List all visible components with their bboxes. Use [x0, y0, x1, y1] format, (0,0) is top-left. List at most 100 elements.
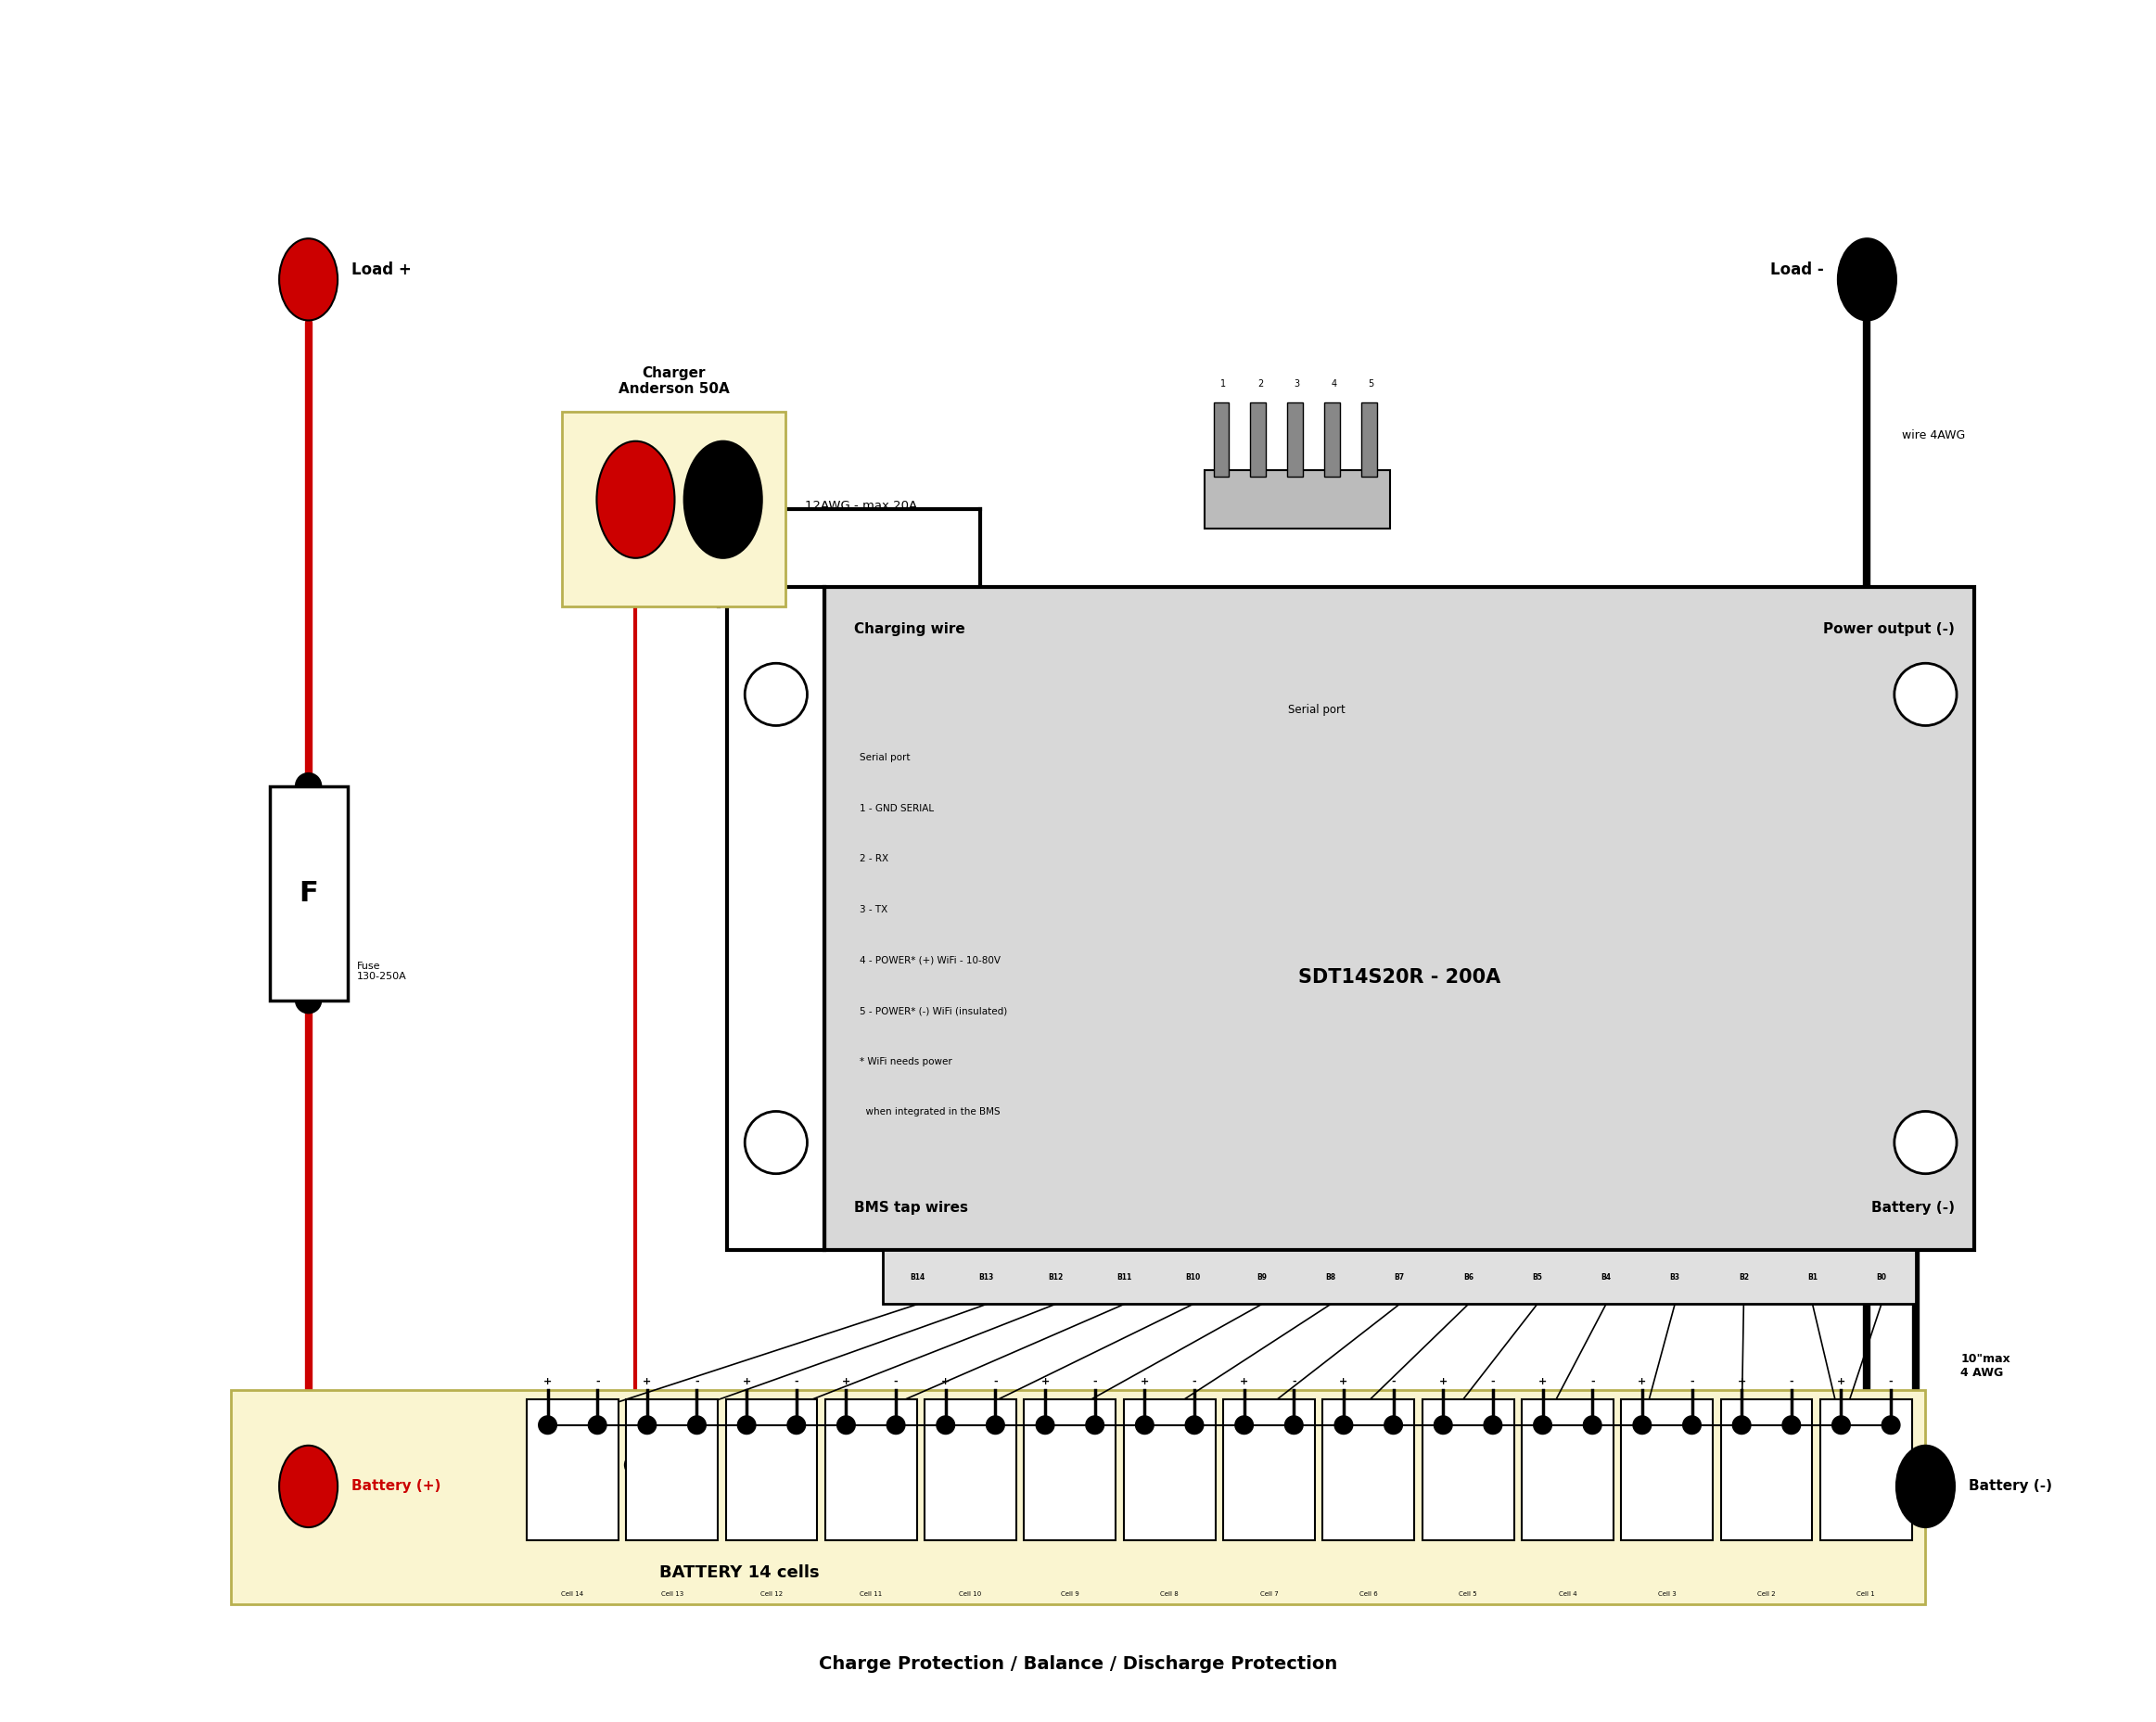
Text: Cell 5: Cell 5: [1460, 1591, 1477, 1596]
Text: Cell 8: Cell 8: [1160, 1591, 1179, 1596]
Text: BATTERY 14 cells: BATTERY 14 cells: [660, 1564, 819, 1581]
Circle shape: [737, 1415, 757, 1434]
FancyBboxPatch shape: [1820, 1400, 1912, 1539]
Circle shape: [985, 1415, 1005, 1434]
FancyBboxPatch shape: [826, 1400, 916, 1539]
Text: Cell 1: Cell 1: [1856, 1591, 1876, 1596]
Circle shape: [1184, 1415, 1203, 1434]
Circle shape: [1285, 1415, 1304, 1434]
Text: 5: 5: [1369, 379, 1373, 389]
Text: Serial port: Serial port: [860, 753, 910, 763]
Text: B14: B14: [910, 1273, 925, 1281]
FancyBboxPatch shape: [563, 412, 785, 606]
Text: B6: B6: [1464, 1273, 1473, 1281]
Circle shape: [688, 1415, 707, 1434]
Text: Cell 13: Cell 13: [660, 1591, 683, 1596]
Text: -: -: [1291, 1378, 1296, 1386]
Text: wire 4AWG: wire 4AWG: [1902, 429, 1966, 441]
FancyBboxPatch shape: [231, 1390, 1925, 1605]
Text: Cell 11: Cell 11: [860, 1591, 882, 1596]
Text: 3 - TX: 3 - TX: [860, 904, 888, 914]
Ellipse shape: [683, 441, 761, 558]
Text: Cell 4: Cell 4: [1559, 1591, 1576, 1596]
Text: Cell 2: Cell 2: [1757, 1591, 1777, 1596]
FancyBboxPatch shape: [884, 1250, 1917, 1304]
Text: Load +: Load +: [351, 262, 412, 277]
Text: 4 - POWER* (+) WiFi - 10-80V: 4 - POWER* (+) WiFi - 10-80V: [860, 956, 1000, 964]
Ellipse shape: [1897, 1445, 1955, 1527]
Text: Battery (-): Battery (-): [1968, 1479, 2053, 1493]
Circle shape: [1895, 1111, 1958, 1174]
Text: 2 - RX: 2 - RX: [860, 854, 888, 863]
Circle shape: [589, 1415, 608, 1434]
Circle shape: [295, 773, 321, 799]
Circle shape: [1583, 1415, 1602, 1434]
Text: +: +: [1438, 1378, 1447, 1386]
Bar: [1324, 403, 1341, 477]
Circle shape: [1533, 1415, 1552, 1434]
Text: B7: B7: [1395, 1273, 1404, 1281]
Text: B1: B1: [1807, 1273, 1818, 1281]
Text: -: -: [1789, 1378, 1794, 1386]
Text: B3: B3: [1669, 1273, 1680, 1281]
Text: -: -: [793, 1378, 798, 1386]
FancyBboxPatch shape: [1423, 1400, 1514, 1539]
Text: B8: B8: [1326, 1273, 1337, 1281]
Text: Cell 10: Cell 10: [959, 1591, 981, 1596]
Text: +: +: [1339, 1378, 1348, 1386]
Text: Cell 6: Cell 6: [1358, 1591, 1378, 1596]
Text: +: +: [1041, 1378, 1050, 1386]
Text: 3: 3: [1294, 379, 1300, 389]
Text: -: -: [595, 1378, 599, 1386]
Bar: [1360, 403, 1378, 477]
Circle shape: [537, 1415, 558, 1434]
Circle shape: [1731, 1415, 1751, 1434]
Circle shape: [1335, 1415, 1354, 1434]
Text: +: +: [1141, 1378, 1149, 1386]
Circle shape: [1632, 1415, 1651, 1434]
Circle shape: [1882, 1415, 1902, 1434]
Circle shape: [1781, 1415, 1800, 1434]
Text: Cell 9: Cell 9: [1061, 1591, 1080, 1596]
Bar: [1214, 403, 1229, 477]
Text: +: +: [1240, 1378, 1248, 1386]
Circle shape: [1895, 663, 1958, 725]
Circle shape: [1235, 1415, 1255, 1434]
FancyBboxPatch shape: [1123, 1400, 1216, 1539]
FancyBboxPatch shape: [270, 785, 347, 1000]
FancyBboxPatch shape: [1322, 1400, 1414, 1539]
Text: B12: B12: [1048, 1273, 1063, 1281]
FancyBboxPatch shape: [1205, 470, 1391, 529]
Text: 4: 4: [1332, 379, 1337, 389]
Circle shape: [1434, 1415, 1453, 1434]
Text: * WiFi needs power: * WiFi needs power: [860, 1057, 953, 1066]
Text: Charger
Anderson 50A: Charger Anderson 50A: [619, 367, 729, 396]
FancyBboxPatch shape: [625, 1400, 718, 1539]
Text: +: +: [942, 1378, 951, 1386]
Text: +: +: [1539, 1378, 1546, 1386]
Text: +: +: [1837, 1378, 1846, 1386]
FancyBboxPatch shape: [925, 1400, 1015, 1539]
Circle shape: [744, 1111, 806, 1174]
Circle shape: [1084, 1415, 1104, 1434]
Text: -: -: [895, 1378, 899, 1386]
Text: 10"max
4 AWG: 10"max 4 AWG: [1960, 1353, 2009, 1379]
Ellipse shape: [1837, 239, 1897, 320]
Text: -: -: [1391, 1378, 1395, 1386]
Text: Charge Protection / Balance / Discharge Protection: Charge Protection / Balance / Discharge …: [819, 1655, 1337, 1672]
FancyBboxPatch shape: [1222, 1400, 1315, 1539]
Circle shape: [886, 1415, 906, 1434]
FancyBboxPatch shape: [826, 587, 1975, 1250]
Text: Battery (-): Battery (-): [1871, 1200, 1955, 1214]
FancyBboxPatch shape: [1024, 1400, 1117, 1539]
Text: -: -: [1889, 1378, 1893, 1386]
Text: Power output (-): Power output (-): [1824, 622, 1955, 635]
Text: +: +: [742, 1378, 750, 1386]
Text: B0: B0: [1876, 1273, 1886, 1281]
Text: BMS tap wires: BMS tap wires: [854, 1200, 968, 1214]
Text: Battery (+): Battery (+): [351, 1479, 440, 1493]
Circle shape: [638, 1415, 658, 1434]
Ellipse shape: [278, 1445, 338, 1527]
Text: Cell 3: Cell 3: [1658, 1591, 1675, 1596]
Text: B4: B4: [1602, 1273, 1611, 1281]
